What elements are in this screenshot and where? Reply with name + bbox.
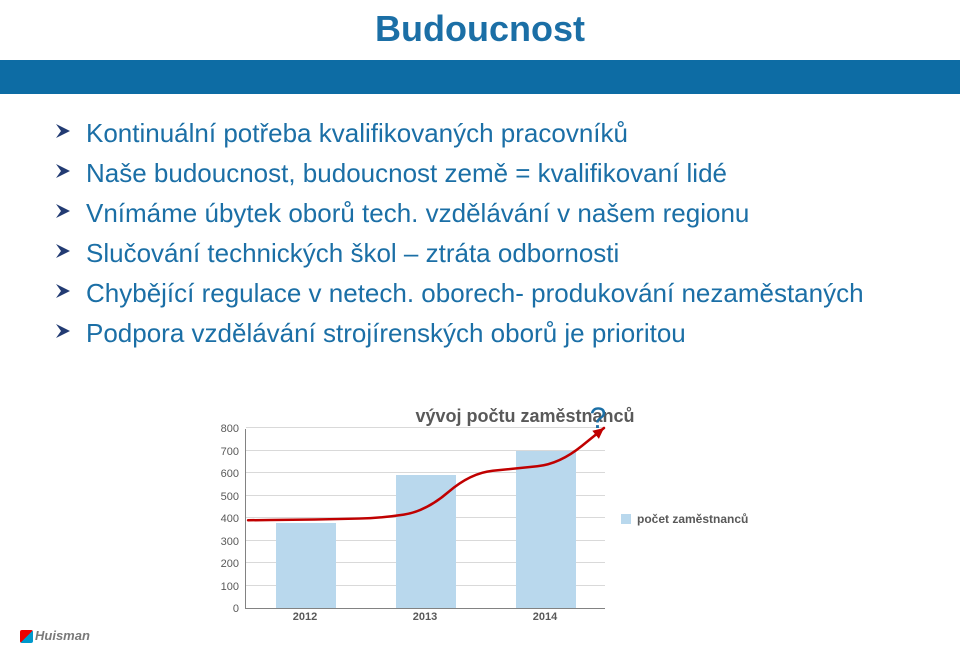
bullet-text: Vnímáme úbytek oborů tech. vzdělávání v … <box>86 196 920 231</box>
logo-text: Huisman <box>35 628 90 643</box>
bullet-text: Chybějící regulace v netech. oborech- pr… <box>86 276 920 311</box>
arrow-icon <box>54 242 72 260</box>
chart-x-axis: 2012 2013 2014 <box>245 609 605 629</box>
chart-y-axis: 0100200300400500600700800 <box>205 429 245 609</box>
chart-ytick: 400 <box>221 513 239 525</box>
chart-ytick: 500 <box>221 491 239 503</box>
bullet-list: Kontinuální potřeba kvalifikovaných prac… <box>54 116 920 352</box>
bullet-text: Kontinuální potřeba kvalifikovaných prac… <box>86 116 920 151</box>
chart-question-mark: ? <box>590 402 607 436</box>
chart: vývoj počtu zaměstnanců 0 100 200 300 400 500… <box>205 406 845 638</box>
bullet-text: Podpora vzdělávání strojírenských oborů … <box>86 316 920 351</box>
chart-ytick: 800 <box>221 423 239 435</box>
arrow-icon <box>54 322 72 340</box>
arrow-icon <box>54 202 72 220</box>
slide-title: Budoucnost <box>0 0 960 50</box>
chart-ytick: 700 <box>221 446 239 458</box>
bullet-item: Chybějící regulace v netech. oborech- pr… <box>54 276 920 311</box>
slide: Budoucnost Kontinuální potřeba kvalifiko… <box>0 0 960 651</box>
logo-icon <box>20 630 33 643</box>
chart-ytick: 100 <box>221 581 239 593</box>
chart-ytick: 300 <box>221 536 239 548</box>
bullet-item: Slučování technických škol – ztráta odbo… <box>54 236 920 271</box>
chart-ytick: 200 <box>221 558 239 570</box>
blue-band <box>0 60 960 94</box>
bullet-item: Kontinuální potřeba kvalifikovaných prac… <box>54 116 920 151</box>
chart-xtick: 2014 <box>533 611 557 623</box>
arrow-icon <box>54 122 72 140</box>
bullet-text: Slučování technických škol – ztráta odbo… <box>86 236 920 271</box>
chart-xtick: 2012 <box>293 611 317 623</box>
bullet-text: Naše budoucnost, budoucnost země = kvali… <box>86 156 920 191</box>
bullet-item: Podpora vzdělávání strojírenských oborů … <box>54 316 920 351</box>
arrow-icon <box>54 282 72 300</box>
chart-ytick: 0 <box>233 603 239 615</box>
chart-legend: počet zaměstnanců <box>605 429 777 609</box>
bullet-item: Vnímáme úbytek oborů tech. vzdělávání v … <box>54 196 920 231</box>
chart-xtick: 2013 <box>413 611 437 623</box>
chart-plot-area: ? <box>245 429 605 609</box>
legend-label: počet zaměstnanců <box>637 512 748 526</box>
chart-ytick: 600 <box>221 468 239 480</box>
bullet-item: Naše budoucnost, budoucnost země = kvali… <box>54 156 920 191</box>
logo: Huisman <box>20 628 90 643</box>
chart-title: vývoj počtu zaměstnanců <box>205 406 845 427</box>
chart-overlay <box>246 428 626 608</box>
arrow-icon <box>54 162 72 180</box>
